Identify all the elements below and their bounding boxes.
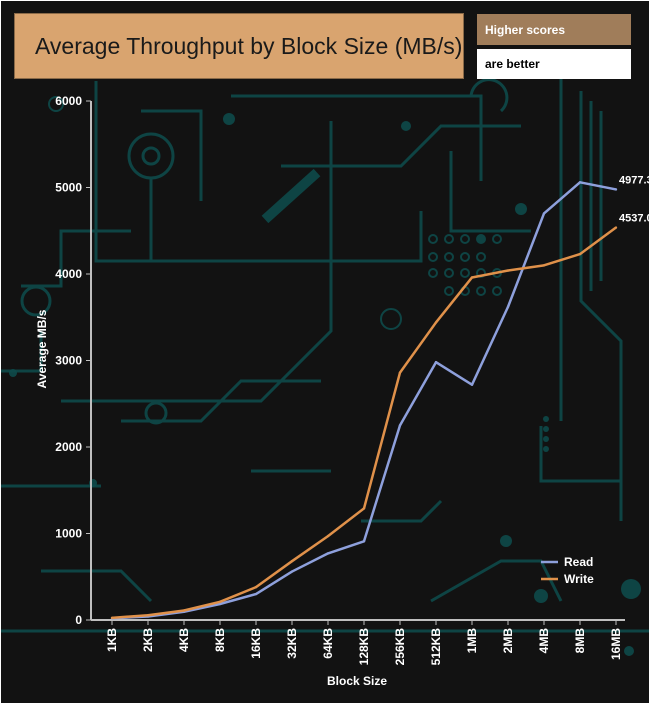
title-box: Average Throughput by Block Size (MB/s) [14,13,464,79]
data-point-read [398,424,402,427]
end-label-write: 4537.07 [619,213,649,225]
data-point-read [434,361,438,364]
series-lines [110,181,618,620]
x-tick-label: 4MB [537,628,551,654]
x-axis-label: Block Size [327,674,387,688]
y-tick-label: 4000 [55,267,82,281]
legend-label-write: Write [564,572,594,586]
x-tick-label: 256KB [393,628,407,666]
series-line-read [111,181,617,620]
legend: Read Write [541,555,594,586]
y-tick-label: 1000 [55,527,82,541]
data-point-write [542,264,546,267]
x-tick-label: 2KB [141,628,155,652]
data-point-read [290,570,294,573]
x-tick-label: 64KB [321,628,335,659]
x-tick-label: 16KB [249,628,263,659]
x-axis-ticks: 1KB 2KB 4KB 8KB 16KB 32KB 64KB 128KB 256KB 512KB 1… [105,620,623,665]
note-are-better: are better [477,49,631,79]
data-point-write [254,585,258,589]
x-tick-label: 8KB [213,628,227,652]
data-point-write [398,371,402,374]
data-point-write [434,321,438,324]
x-tick-label: 4KB [177,628,191,652]
data-point-write [614,226,618,229]
data-point-write [218,600,222,604]
end-label-read: 4977.37 [619,174,649,186]
data-point-read [542,212,546,215]
x-tick-label: 1KB [105,628,119,652]
data-point-write [578,252,582,256]
data-point-read [218,602,222,606]
series-line-write [111,226,617,620]
data-point-write [362,507,366,510]
data-point-write [290,559,294,563]
legend-label-read: Read [564,555,593,569]
y-tick-label: 3000 [55,354,82,368]
data-point-write [506,269,510,272]
data-point-read [326,552,330,555]
x-tick-label: 512KB [429,628,443,666]
data-point-read [254,592,258,596]
x-tick-label: 32KB [285,628,299,659]
x-tick-label: 16MB [609,628,623,660]
data-point-read [470,383,474,386]
data-point-read [578,181,582,184]
end-value-labels: 4977.37 4537.07 [619,174,649,224]
data-point-write [470,276,474,279]
data-point-write [146,614,150,617]
data-point-read [362,540,366,543]
y-tick-label: 2000 [55,440,82,454]
x-tick-label: 8MB [573,628,587,654]
data-point-write [110,616,114,620]
y-axis-ticks: 0 1000 2000 3000 4000 5000 6000 [55,94,91,627]
data-point-write [182,609,186,612]
x-tick-label: 128KB [357,628,371,666]
data-point-write [326,534,330,538]
data-point-read [614,188,618,191]
note-higher-scores: Higher scores [477,14,631,45]
chart-title: Average Throughput by Block Size (MB/s) [35,32,463,59]
y-tick-label: 0 [75,613,82,627]
y-tick-label: 6000 [55,94,82,108]
data-point-read [506,305,510,309]
x-tick-label: 1MB [465,628,479,654]
y-axis-label: Average MB/s [35,309,49,388]
x-tick-label: 2MB [501,628,515,654]
y-tick-label: 5000 [55,181,82,195]
